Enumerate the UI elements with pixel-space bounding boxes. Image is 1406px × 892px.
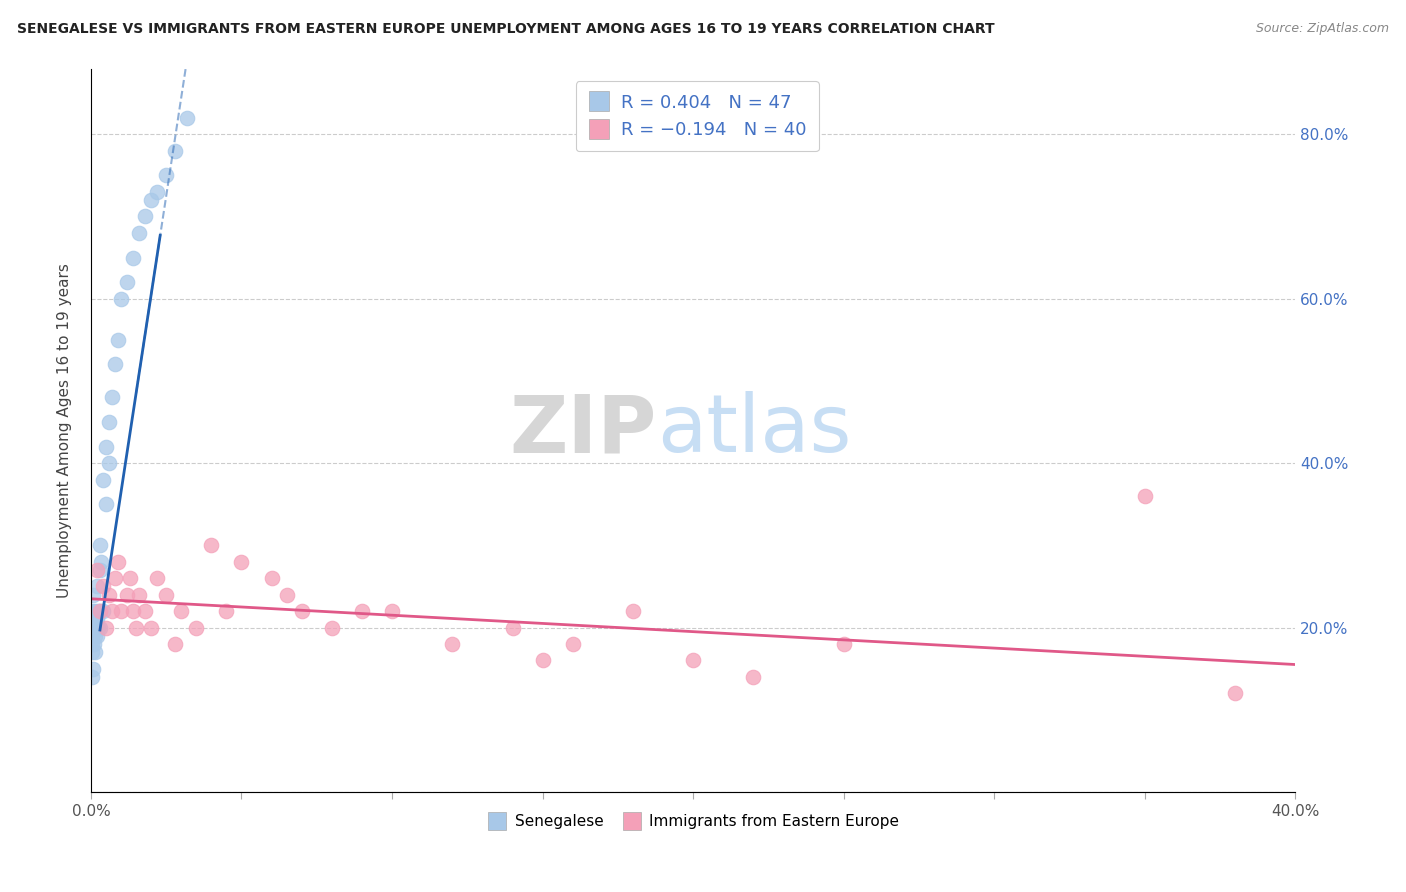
Point — [115, 588, 138, 602]
Text: SENEGALESE VS IMMIGRANTS FROM EASTERN EUROPE UNEMPLOYMENT AMONG AGES 16 TO 19 YE: SENEGALESE VS IMMIGRANTS FROM EASTERN EU… — [17, 22, 994, 37]
Point — [82, 588, 104, 602]
Point — [84, 604, 107, 618]
Point — [170, 604, 193, 618]
Point — [381, 604, 404, 618]
Point — [215, 604, 238, 618]
Point — [83, 621, 105, 635]
Text: atlas: atlas — [657, 392, 852, 469]
Text: Source: ZipAtlas.com: Source: ZipAtlas.com — [1256, 22, 1389, 36]
Legend: Senegalese, Immigrants from Eastern Europe: Senegalese, Immigrants from Eastern Euro… — [481, 808, 905, 835]
Point — [291, 604, 314, 618]
Point — [84, 629, 107, 643]
Point — [82, 670, 104, 684]
Point — [89, 604, 111, 618]
Point — [86, 579, 108, 593]
Point — [146, 185, 169, 199]
Point — [84, 612, 107, 626]
Point — [80, 637, 103, 651]
Point — [83, 637, 105, 651]
Point — [742, 670, 765, 684]
Point — [82, 604, 104, 618]
Point — [128, 588, 150, 602]
Point — [89, 621, 111, 635]
Point — [101, 390, 124, 404]
Point — [832, 637, 855, 651]
Point — [176, 111, 198, 125]
Point — [98, 415, 121, 429]
Point — [89, 604, 111, 618]
Point — [561, 637, 583, 651]
Point — [98, 456, 121, 470]
Point — [128, 226, 150, 240]
Point — [86, 563, 108, 577]
Point — [83, 621, 105, 635]
Point — [231, 555, 253, 569]
Point — [125, 621, 148, 635]
Point — [276, 588, 298, 602]
Point — [87, 621, 110, 635]
Point — [155, 169, 177, 183]
Point — [441, 637, 464, 651]
Point — [621, 604, 644, 618]
Point — [104, 358, 127, 372]
Point — [82, 621, 104, 635]
Point — [141, 193, 163, 207]
Point — [141, 621, 163, 635]
Point — [82, 621, 104, 635]
Point — [107, 555, 129, 569]
Point — [83, 645, 105, 659]
Point — [122, 604, 145, 618]
Point — [94, 621, 117, 635]
Point — [98, 588, 121, 602]
Point — [200, 538, 222, 552]
Text: ZIP: ZIP — [510, 392, 657, 469]
Point — [165, 637, 187, 651]
Point — [82, 662, 104, 676]
Point — [84, 621, 107, 635]
Point — [107, 333, 129, 347]
Point — [80, 645, 103, 659]
Point — [502, 621, 524, 635]
Point — [1225, 686, 1247, 700]
Point — [82, 629, 104, 643]
Point — [146, 571, 169, 585]
Point — [91, 579, 114, 593]
Point — [260, 571, 283, 585]
Point — [104, 571, 127, 585]
Point — [86, 629, 108, 643]
Point — [86, 604, 108, 618]
Point — [110, 604, 132, 618]
Point — [134, 604, 156, 618]
Point — [94, 497, 117, 511]
Point — [682, 653, 704, 667]
Point — [94, 440, 117, 454]
Point — [122, 251, 145, 265]
Point — [115, 275, 138, 289]
Point — [90, 555, 112, 569]
Point — [91, 473, 114, 487]
Point — [89, 538, 111, 552]
Point — [86, 612, 108, 626]
Point — [101, 604, 124, 618]
Point — [531, 653, 554, 667]
Point — [120, 571, 142, 585]
Point — [110, 292, 132, 306]
Y-axis label: Unemployment Among Ages 16 to 19 years: Unemployment Among Ages 16 to 19 years — [58, 263, 72, 598]
Point — [1133, 489, 1156, 503]
Point — [83, 612, 105, 626]
Point — [186, 621, 208, 635]
Point — [165, 144, 187, 158]
Point — [155, 588, 177, 602]
Point — [91, 604, 114, 618]
Point — [89, 563, 111, 577]
Point — [321, 621, 343, 635]
Point — [350, 604, 373, 618]
Point — [134, 210, 156, 224]
